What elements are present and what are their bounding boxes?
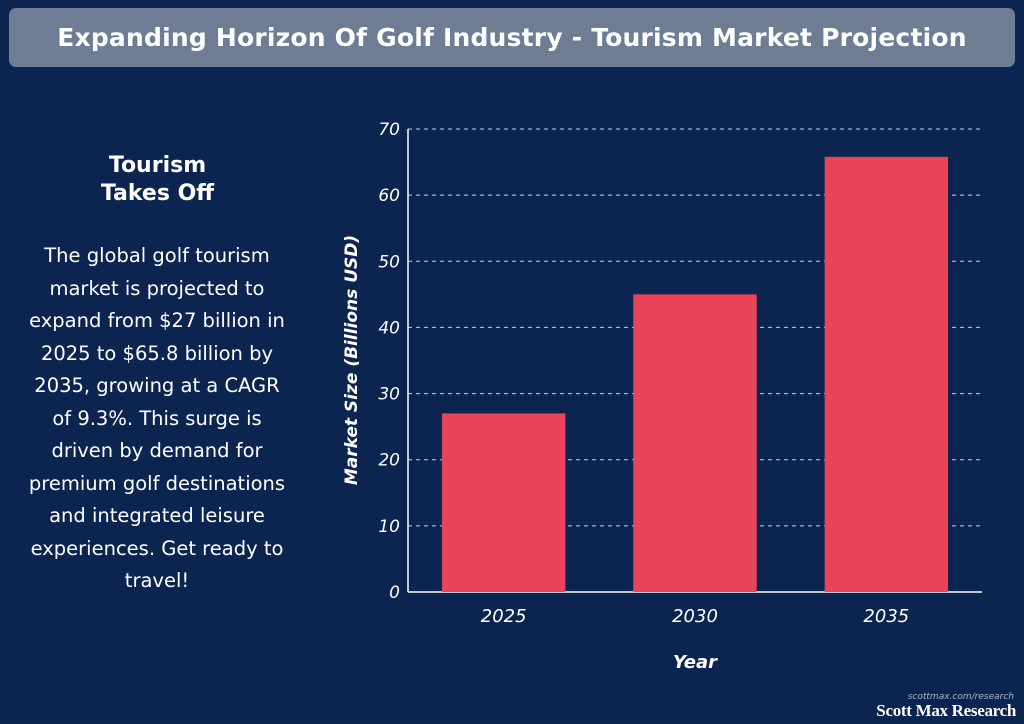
side-heading-line1: Tourism: [108, 153, 207, 178]
x-tick-label: 2025: [481, 606, 527, 627]
y-tick-label: 30: [378, 385, 400, 405]
side-heading-line2: Takes Off: [100, 181, 215, 206]
bar-layer: [441, 156, 949, 592]
footer-url: scottmax.com/research: [907, 692, 1014, 702]
x-tick-label: 2030: [672, 606, 718, 627]
bar-2025: [441, 413, 566, 592]
y-tick-label: 70: [378, 120, 400, 140]
y-tick-label: 50: [378, 252, 400, 272]
bar-2030: [633, 294, 757, 592]
y-tick-label: 60: [378, 186, 400, 206]
y-axis-label: Market Size (Billions USD): [342, 235, 362, 485]
page-title: Expanding Horizon Of Golf Industry - Tou…: [57, 23, 967, 52]
bar-2035: [824, 156, 949, 592]
side-description: The global golf tourism market is projec…: [28, 244, 286, 592]
y-tick-label: 10: [378, 517, 400, 537]
y-tick-label: 40: [378, 318, 400, 338]
side-heading: Tourism Takes Off: [60, 152, 255, 208]
x-axis-label: Year: [673, 652, 718, 673]
y-tick-label: 0: [389, 583, 400, 603]
title-bar: Expanding Horizon Of Golf Industry - Tou…: [9, 8, 1015, 67]
x-tick-label: 2035: [863, 606, 909, 627]
footer-brand-logo: Scott Max Research: [876, 701, 1016, 720]
y-tick-label: 20: [378, 451, 400, 471]
